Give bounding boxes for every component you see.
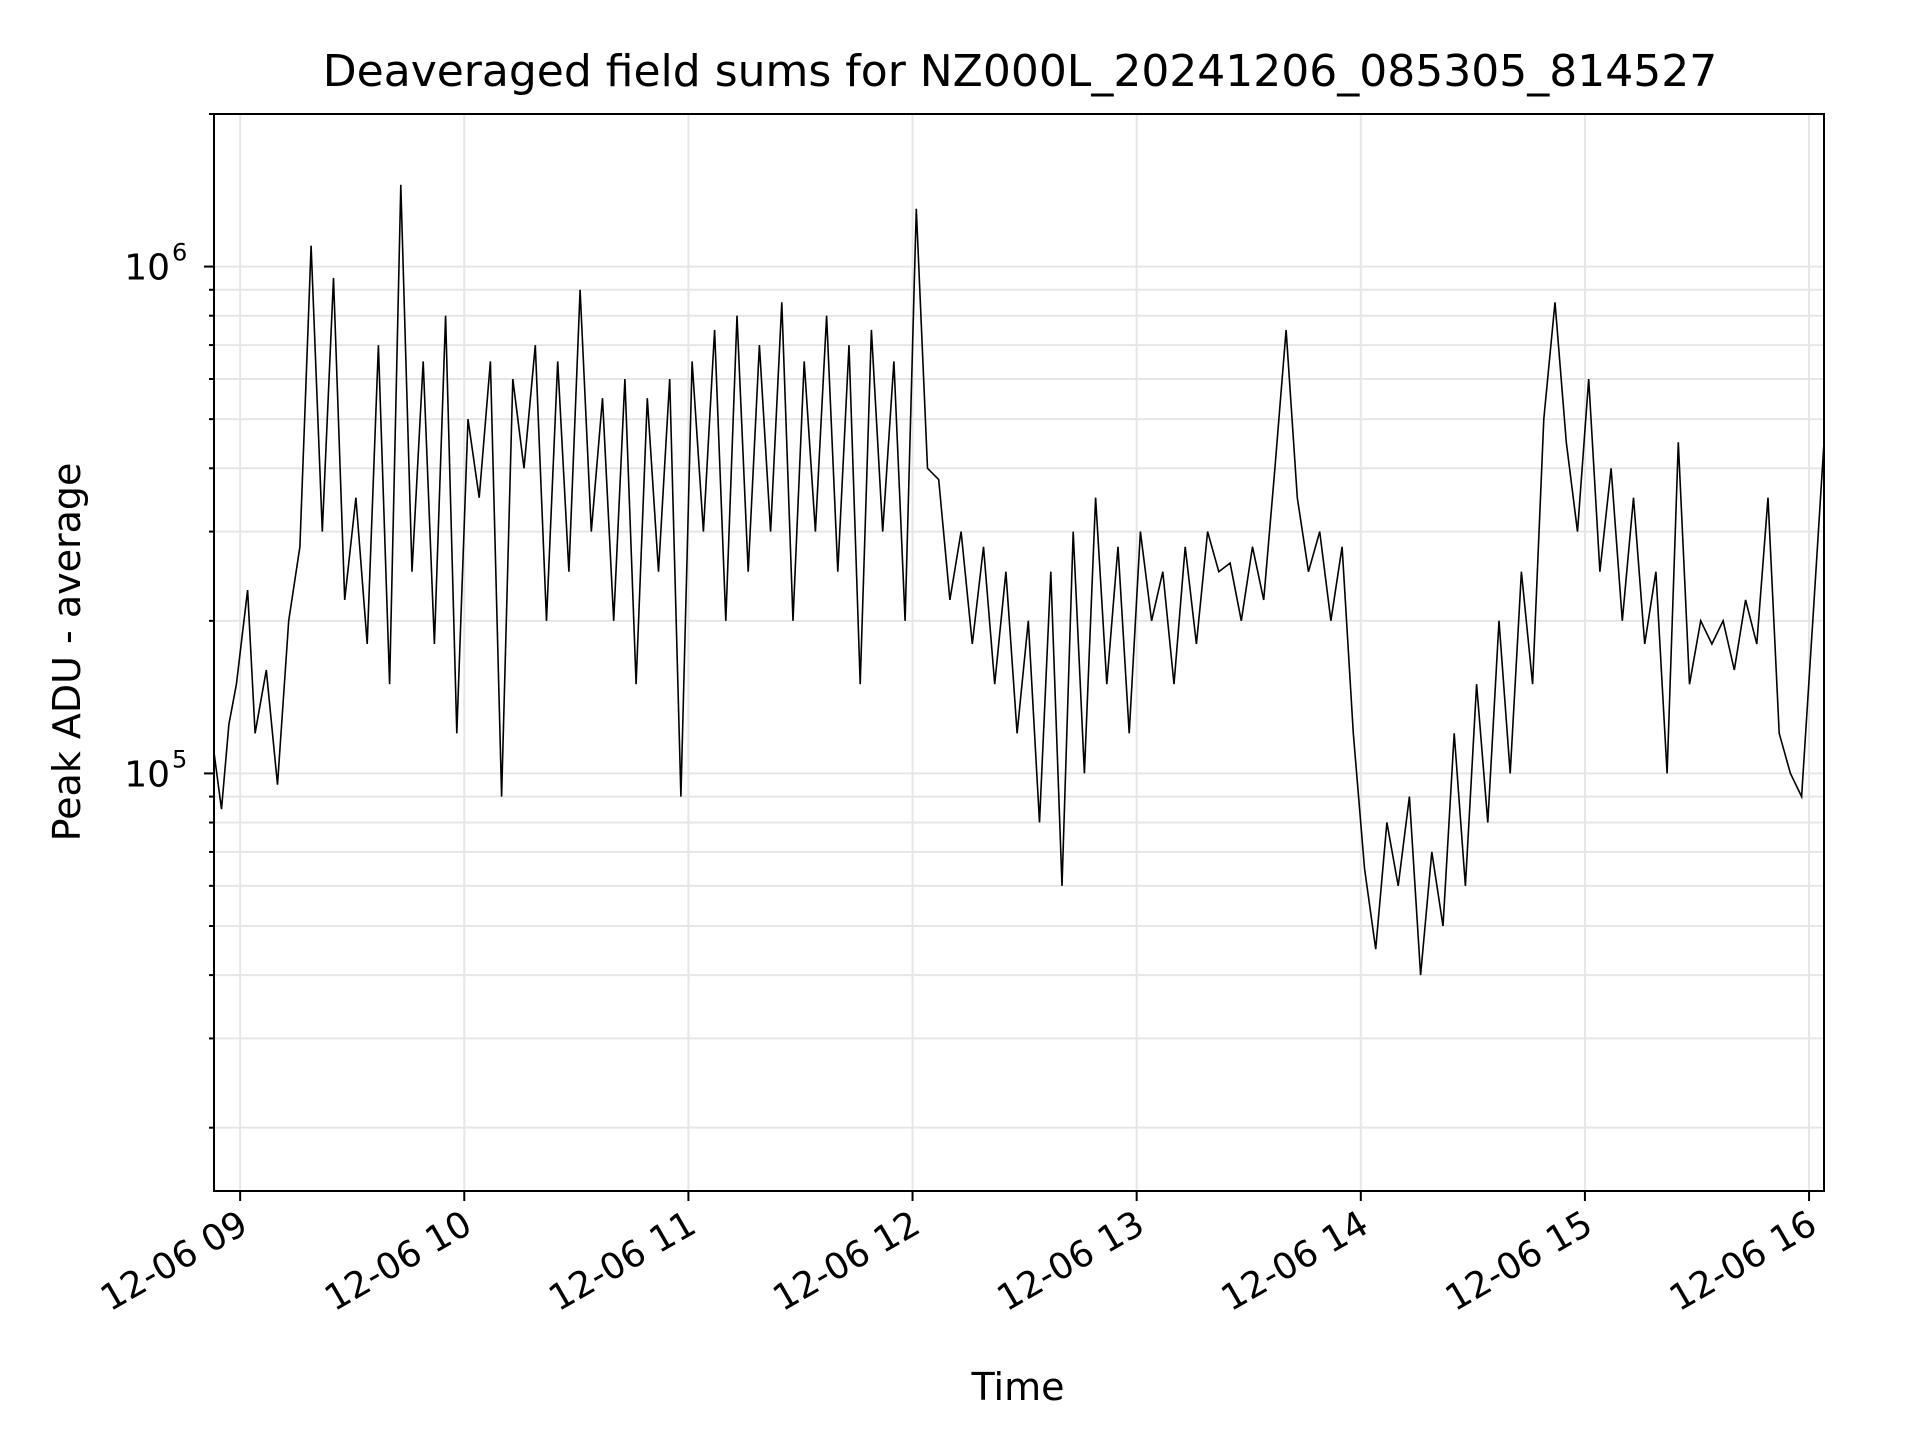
y-axis-label: Peak ADU - average [45, 463, 89, 842]
y-tick-label: 10 [124, 248, 170, 289]
chart-title: Deaveraged field sums for NZ000L_2024120… [323, 46, 1717, 97]
series-layer [213, 184, 1825, 976]
y-tick-label-exponent: 5 [172, 745, 187, 773]
x-axis-label: Time [971, 1365, 1065, 1409]
plot-frame [213, 113, 1825, 1192]
series-line [213, 184, 1825, 976]
y-tick-label: 10 [124, 754, 170, 795]
y-tick-label-exponent: 6 [172, 239, 187, 267]
